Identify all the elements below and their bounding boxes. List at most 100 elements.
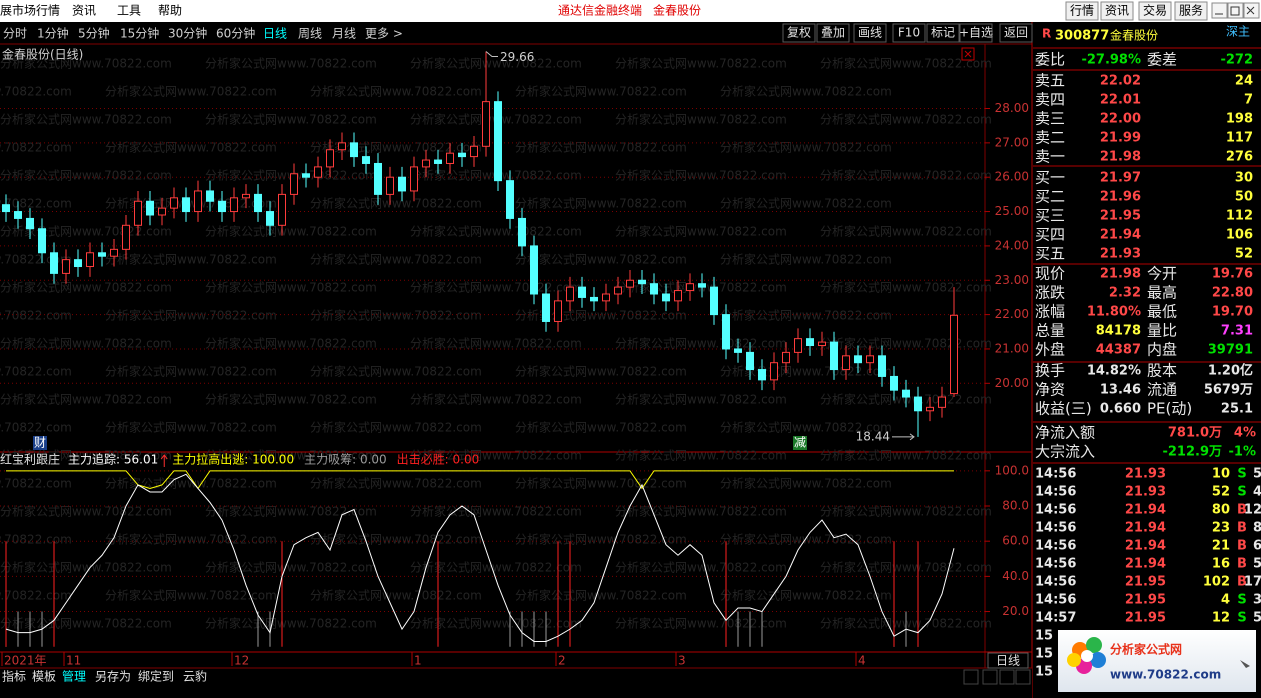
event-label[interactable]: 减	[794, 436, 806, 450]
event-marker[interactable]	[33, 436, 47, 450]
watermark-text: 分析家公式网www.70822.com	[410, 504, 582, 519]
tool-button[interactable]	[959, 23, 993, 43]
x-tick-label: 12	[234, 654, 249, 668]
watermark-text: 分析家公式网www.70822.com	[720, 252, 892, 267]
event-label[interactable]: 财	[34, 436, 46, 450]
zoom-button[interactable]	[999, 669, 1015, 685]
candle-body	[710, 286, 718, 316]
event-marker[interactable]	[793, 436, 807, 450]
window-icon	[1230, 6, 1240, 16]
watermark-text: 分析家公式网www.70822.com	[615, 560, 787, 575]
menu-button-label[interactable]: 行情	[1070, 4, 1094, 18]
candle-body	[86, 252, 94, 268]
period-tab[interactable]: 月线	[332, 27, 356, 41]
period-tab[interactable]: 5分钟	[78, 26, 110, 41]
watermark-text: 分析家公式网www.70822.com	[615, 336, 787, 351]
menu-button[interactable]	[1138, 1, 1172, 21]
y-tick-label: 20.0	[1002, 604, 1029, 618]
watermark-text: 分析家公式网www.70822.com	[515, 364, 687, 379]
field-value: 5679万	[1204, 383, 1253, 398]
tool-button-label[interactable]: 复权	[787, 26, 811, 40]
tick-side: B	[1237, 539, 1247, 554]
book-price: 21.95	[1100, 209, 1141, 224]
legend-entry: 主力吸筹: 0.00	[304, 453, 387, 467]
candle-body	[722, 314, 730, 350]
candle-body	[146, 200, 154, 216]
zoom-button[interactable]	[1015, 669, 1031, 685]
tick-price: 21.95	[1125, 611, 1166, 626]
menu-button-label[interactable]: 资讯	[1105, 4, 1129, 18]
period-tab[interactable]: 周线	[298, 27, 322, 41]
menu-item[interactable]: 帮助	[158, 4, 182, 18]
menu-item[interactable]: 资讯	[72, 4, 96, 18]
book-volume: 50	[1235, 190, 1253, 205]
tick-side: B	[1237, 521, 1247, 536]
max-label: 29.66	[500, 50, 534, 64]
tick-side: B	[1237, 575, 1247, 590]
watermark-text: 分析家公式网www.70822.com	[720, 420, 892, 435]
bottom-tab[interactable]: 模板	[32, 670, 56, 684]
toolbar	[0, 22, 1032, 44]
menu-button-label[interactable]: 服务	[1179, 3, 1203, 18]
period-tab[interactable]: 30分钟	[168, 26, 207, 41]
tool-button[interactable]	[892, 23, 926, 43]
period-tab[interactable]: 更多 >	[365, 27, 403, 41]
tool-button[interactable]	[782, 23, 816, 43]
menu-bar	[0, 0, 1261, 22]
bottom-tab[interactable]: 指标	[2, 669, 26, 684]
watermark-text: 分析家公式网www.70822.com	[105, 588, 277, 603]
tick-count: 12	[1244, 503, 1261, 518]
tool-button-label[interactable]: 标记	[931, 26, 955, 40]
bottom-tab[interactable]: 绑定到	[138, 669, 174, 684]
tool-button[interactable]	[853, 23, 887, 43]
menu-button[interactable]	[1065, 1, 1099, 21]
y-tick-label: 26.00	[995, 170, 1029, 184]
tool-button-label[interactable]: F10	[898, 26, 920, 40]
tick-count: 6	[1253, 539, 1261, 554]
field-value: 7.31	[1221, 324, 1253, 339]
field-value: 2.32	[1109, 286, 1141, 301]
bottom-tab[interactable]: 另存为	[95, 670, 131, 684]
close-chart[interactable]	[961, 47, 975, 61]
tick-volume: 52	[1212, 485, 1230, 500]
watermark-text: 分析家公式网www.70822.com	[0, 560, 172, 575]
book-volume: 7	[1244, 93, 1253, 108]
window-button[interactable]	[1211, 2, 1228, 19]
watermark-text: 分析家公式网www.70822.com	[720, 140, 892, 155]
tick-count: 5	[1253, 557, 1261, 572]
window-button[interactable]	[1227, 2, 1244, 19]
zoom-button[interactable]	[982, 669, 998, 685]
period-tab[interactable]: 1分钟	[37, 26, 69, 41]
tool-button[interactable]	[999, 23, 1033, 43]
watermark-text: 分析家公式网www.70822.com	[720, 588, 892, 603]
window-button[interactable]	[1243, 2, 1260, 19]
tool-button[interactable]	[816, 23, 850, 43]
menu-button[interactable]	[1174, 1, 1208, 21]
bottom-tab[interactable]: 管理	[62, 669, 86, 684]
menu-item[interactable]: 工具	[117, 4, 141, 18]
tool-button-label[interactable]: 画线	[858, 26, 882, 40]
period-tab[interactable]: 分时	[3, 27, 27, 41]
min-label: 18.44	[856, 429, 890, 443]
watermark-text: 分析家公式网www.70822.com	[205, 112, 377, 127]
tool-button[interactable]	[926, 23, 960, 43]
tick-price: 21.93	[1125, 485, 1166, 500]
watermark-text: 分析家公式网www.70822.com	[615, 616, 787, 631]
period-tab[interactable]: 15分钟	[120, 26, 159, 41]
watermark-text: 分析家公式网www.70822.com	[515, 588, 687, 603]
field-value: 84178	[1096, 324, 1141, 339]
bottom-tab[interactable]: 云豹	[183, 669, 207, 684]
tool-button-label[interactable]: 叠加	[821, 26, 845, 40]
zoom-button[interactable]	[963, 669, 979, 685]
menu-button[interactable]	[1100, 1, 1134, 21]
tool-button-label[interactable]: 返回	[1004, 26, 1028, 40]
menu-item[interactable]: 展市场行情	[0, 3, 60, 18]
field-value: -27.98%	[1081, 53, 1141, 68]
menu-button-label[interactable]: 交易	[1143, 3, 1167, 18]
period-tab[interactable]: 日线	[263, 27, 287, 41]
tool-button-label[interactable]: +自选	[959, 26, 993, 40]
indicator-title: 红宝利跟庄	[0, 452, 60, 467]
tick-time: 15	[1035, 647, 1053, 662]
period-tab[interactable]: 60分钟	[216, 26, 255, 41]
watermark-text: 分析家公式网www.70822.com	[0, 252, 72, 267]
